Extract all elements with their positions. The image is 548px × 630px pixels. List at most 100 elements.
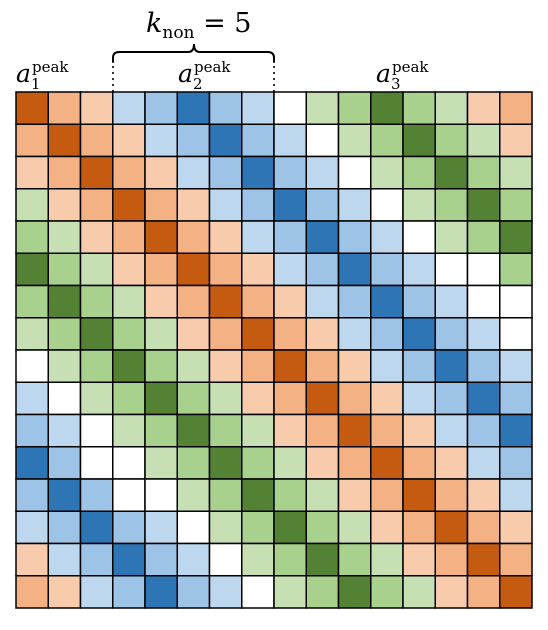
a1-sup: peak	[32, 58, 69, 76]
matrix-cell	[499, 446, 533, 480]
matrix-cell	[402, 91, 436, 125]
matrix-cell	[402, 446, 436, 480]
matrix-cell	[208, 188, 243, 222]
matrix-cell	[241, 413, 275, 448]
a3-sub: 3	[391, 75, 401, 93]
matrix-cell	[15, 349, 49, 383]
matrix-cell	[305, 542, 340, 577]
matrix-cell	[241, 155, 275, 190]
matrix-cell	[370, 413, 404, 448]
matrix-grid	[15, 91, 533, 609]
matrix-cell	[47, 284, 82, 319]
matrix-cell	[337, 575, 372, 609]
matrix-cell	[15, 510, 49, 545]
matrix-cell	[47, 575, 82, 609]
matrix-cell	[370, 510, 404, 545]
matrix-cell	[144, 349, 178, 383]
matrix-cell	[402, 220, 436, 254]
matrix-cell	[305, 349, 340, 383]
matrix-cell	[499, 317, 533, 351]
matrix-cell	[144, 252, 178, 287]
a3-base: a	[376, 59, 391, 88]
matrix-cell	[176, 91, 211, 125]
matrix-cell	[273, 155, 307, 190]
matrix-cell	[241, 252, 275, 287]
brace-dotted-guides	[112, 66, 275, 92]
matrix-cell	[144, 542, 178, 577]
matrix-cell	[47, 91, 82, 125]
matrix-cell	[305, 220, 340, 254]
matrix-cell	[434, 575, 469, 609]
matrix-cell	[208, 220, 243, 254]
k-non-label: knon = 5	[146, 8, 251, 43]
matrix-cell	[273, 446, 307, 480]
matrix-cell	[15, 478, 49, 512]
matrix-cell	[434, 284, 469, 319]
matrix-cell	[112, 381, 146, 416]
matrix-cell	[337, 349, 372, 383]
matrix-cell	[15, 123, 49, 158]
matrix-cell	[79, 252, 114, 287]
matrix-cell	[241, 317, 275, 351]
matrix-cell	[305, 446, 340, 480]
matrix-cell	[402, 188, 436, 222]
matrix-cell	[370, 575, 404, 609]
matrix-cell	[402, 252, 436, 287]
matrix-cell	[112, 284, 146, 319]
k-non-brace	[112, 43, 275, 63]
matrix-cell	[15, 542, 49, 577]
matrix-cell	[402, 381, 436, 416]
matrix-cell	[208, 510, 243, 545]
matrix-cell	[402, 575, 436, 609]
matrix-cell	[208, 446, 243, 480]
matrix-cell	[337, 220, 372, 254]
matrix-cell	[305, 188, 340, 222]
matrix-cell	[208, 284, 243, 319]
matrix-cell	[402, 542, 436, 577]
matrix-cell	[208, 349, 243, 383]
matrix-cell	[208, 317, 243, 351]
matrix-cell	[15, 575, 49, 609]
matrix-cell	[208, 123, 243, 158]
matrix-cell	[499, 413, 533, 448]
matrix-cell	[337, 413, 372, 448]
matrix-cell	[402, 123, 436, 158]
matrix-cell	[370, 123, 404, 158]
matrix-cell	[112, 349, 146, 383]
matrix-cell	[47, 510, 82, 545]
matrix-cell	[79, 478, 114, 512]
matrix-cell	[176, 446, 211, 480]
matrix-cell	[47, 252, 82, 287]
matrix-cell	[337, 510, 372, 545]
a2-base: a	[178, 59, 193, 88]
matrix-cell	[241, 446, 275, 480]
matrix-cell	[79, 575, 114, 609]
matrix-cell	[176, 317, 211, 351]
matrix-cell	[273, 123, 307, 158]
matrix-cell	[499, 575, 533, 609]
matrix-cell	[241, 542, 275, 577]
matrix-cell	[466, 123, 501, 158]
matrix-cell	[305, 91, 340, 125]
matrix-cell	[241, 91, 275, 125]
matrix-cell	[208, 381, 243, 416]
matrix-cell	[499, 252, 533, 287]
matrix-cell	[466, 446, 501, 480]
matrix-cell	[79, 510, 114, 545]
matrix-cell	[434, 510, 469, 545]
matrix-cell	[208, 542, 243, 577]
matrix-cell	[305, 123, 340, 158]
matrix-cell	[112, 510, 146, 545]
matrix-cell	[466, 575, 501, 609]
matrix-cell	[434, 252, 469, 287]
matrix-cell	[273, 188, 307, 222]
matrix-cell	[273, 349, 307, 383]
matrix-cell	[241, 510, 275, 545]
matrix-cell	[402, 478, 436, 512]
matrix-cell	[337, 284, 372, 319]
matrix-cell	[499, 220, 533, 254]
matrix-cell	[241, 478, 275, 512]
matrix-cell	[176, 510, 211, 545]
matrix-cell	[176, 123, 211, 158]
